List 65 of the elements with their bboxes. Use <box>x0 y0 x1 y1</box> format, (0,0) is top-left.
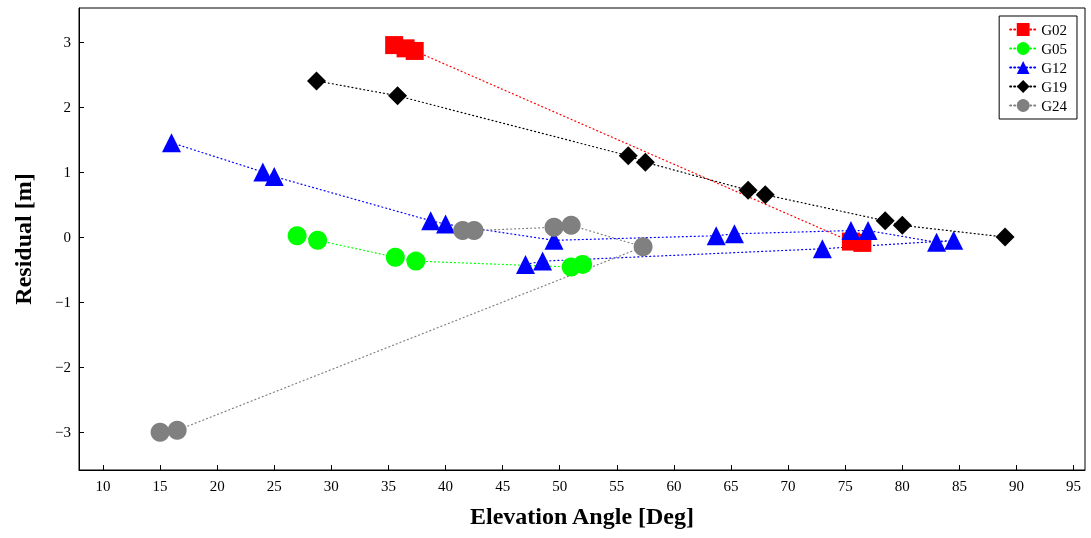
y-tick-label: 3 <box>63 33 71 50</box>
point <box>388 86 408 106</box>
y-tick-label: 2 <box>63 98 71 115</box>
x-tick-label: 90 <box>1008 477 1024 494</box>
point <box>308 230 328 250</box>
point <box>533 251 553 271</box>
x-tick-label: 50 <box>552 477 568 494</box>
point <box>755 185 775 205</box>
point <box>405 41 424 60</box>
x-tick-label: 60 <box>666 477 682 494</box>
point <box>385 247 405 267</box>
point <box>421 211 441 231</box>
x-tick-label: 95 <box>1066 477 1082 494</box>
point <box>635 152 655 172</box>
point <box>995 227 1015 247</box>
y-tick-label: 1 <box>63 163 71 180</box>
y-tick-label: −2 <box>55 359 71 376</box>
x-tick-label: 80 <box>894 477 910 494</box>
x-tick-label: 25 <box>266 477 282 494</box>
x-tick-label: 55 <box>609 477 625 494</box>
legend-label: G05 <box>1041 40 1068 57</box>
point <box>633 237 653 257</box>
point <box>875 211 895 231</box>
y-tick-label: −1 <box>55 294 71 311</box>
point <box>944 230 964 250</box>
point <box>706 226 726 246</box>
x-tick-label: 45 <box>495 477 511 494</box>
y-axis-title: Residual [m] <box>10 173 36 305</box>
point <box>161 133 181 153</box>
point <box>738 180 758 200</box>
point <box>515 254 535 274</box>
x-tick-label: 20 <box>209 477 225 494</box>
x-tick-label: 30 <box>323 477 339 494</box>
y-tick-label: −3 <box>55 424 71 441</box>
legend-label: G02 <box>1041 21 1068 38</box>
x-tick-label: 15 <box>152 477 168 494</box>
point <box>561 215 581 235</box>
legend-label: G19 <box>1041 78 1068 95</box>
y-tick-label: 0 <box>63 229 71 246</box>
point <box>812 239 832 259</box>
point <box>406 251 426 271</box>
point <box>287 226 307 246</box>
x-tick-label: 40 <box>438 477 454 494</box>
point <box>150 422 170 442</box>
point <box>167 420 187 440</box>
x-tick-label: 35 <box>380 477 396 494</box>
x-tick-label: 65 <box>723 477 739 494</box>
point <box>618 146 638 166</box>
point <box>544 217 564 237</box>
point <box>927 232 947 252</box>
legend-label: G12 <box>1041 59 1068 76</box>
legend-label: G24 <box>1041 97 1068 114</box>
point <box>264 167 284 187</box>
point <box>841 221 861 241</box>
point <box>858 221 878 241</box>
x-tick-label: 70 <box>780 477 796 494</box>
point <box>436 214 456 234</box>
point <box>724 224 744 244</box>
point <box>573 254 593 274</box>
x-tick-label: 75 <box>837 477 853 494</box>
x-tick-label: 85 <box>951 477 967 494</box>
point <box>307 71 327 91</box>
x-tick-label: 10 <box>95 477 111 494</box>
point <box>892 215 912 235</box>
x-axis-title: Elevation Angle [Deg] <box>470 503 694 529</box>
